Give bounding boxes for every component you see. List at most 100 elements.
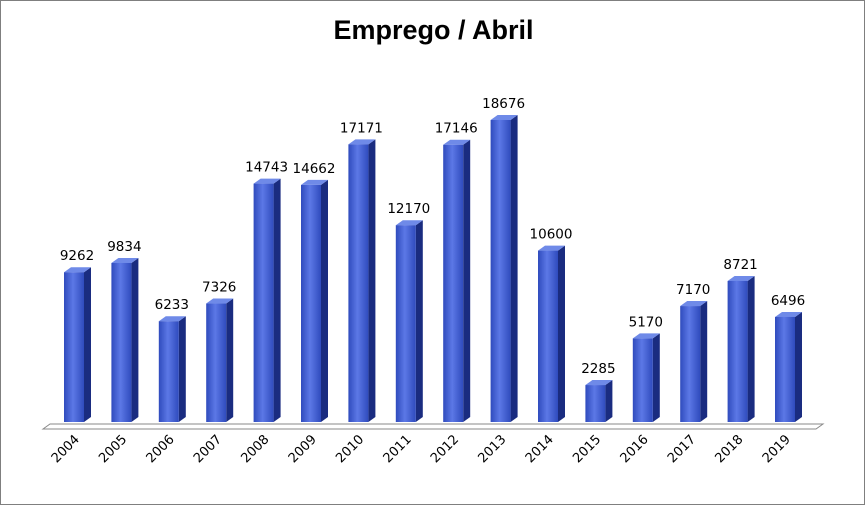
bar-2017	[680, 301, 708, 422]
bar-top	[348, 139, 376, 145]
bar-side	[321, 179, 328, 422]
bar-top	[395, 220, 423, 226]
bar-top	[538, 245, 565, 251]
bar-side	[463, 139, 471, 422]
bar-2011	[395, 220, 423, 422]
bar-2012	[443, 139, 471, 422]
x-tick-label: 2013	[475, 432, 509, 466]
bar-front	[775, 316, 795, 422]
bar-top	[775, 311, 802, 317]
x-tick-label: 2007	[191, 432, 225, 466]
bar-top	[680, 301, 708, 307]
data-label: 9834	[107, 239, 141, 255]
bar-front	[727, 280, 748, 422]
x-tick-label: 2004	[49, 432, 83, 466]
bar-front	[301, 184, 321, 422]
bar-front	[443, 144, 464, 422]
bar-2007	[206, 298, 234, 422]
bar-front	[490, 120, 511, 422]
x-tick-label: 2017	[665, 432, 699, 466]
bar-2018	[727, 275, 755, 422]
x-tick-label: 2011	[381, 432, 415, 466]
x-tick-label: 2015	[570, 432, 604, 466]
bar-2019	[775, 311, 802, 422]
bar-side	[131, 257, 139, 422]
bar-side	[747, 275, 755, 422]
data-label: 7170	[676, 282, 710, 298]
bar-top	[158, 316, 186, 322]
bar-side	[700, 301, 708, 422]
data-label: 14662	[293, 161, 336, 177]
x-tick-label: 2016	[618, 432, 652, 466]
bar-front	[585, 385, 606, 422]
data-label: 8721	[723, 257, 757, 273]
x-tick-label: 2012	[428, 432, 462, 466]
bar-top	[206, 298, 234, 304]
bar-2010	[348, 139, 376, 422]
bar-top	[490, 115, 518, 120]
bar-front	[538, 250, 558, 422]
bar-side	[84, 267, 91, 422]
data-label: 10600	[530, 227, 573, 243]
x-tick-label: 2018	[712, 432, 746, 466]
bar-side	[558, 245, 565, 422]
bar-side	[226, 298, 234, 422]
bar-front	[680, 306, 701, 422]
bar-2016	[632, 333, 660, 422]
bar-2013	[490, 115, 518, 422]
bar-top	[585, 380, 613, 386]
x-tick-label: 2014	[523, 432, 557, 466]
chart-title: Emprego / Abril	[333, 15, 534, 45]
bar-side	[273, 178, 281, 422]
data-label: 17171	[340, 120, 383, 136]
bar-2015	[585, 380, 613, 422]
bar-2008	[253, 178, 281, 422]
bar-2014	[538, 245, 565, 422]
data-label: 6233	[155, 297, 189, 313]
bar-top	[253, 178, 281, 184]
bar-front	[253, 183, 274, 422]
bar-top	[727, 275, 755, 281]
bar-top	[64, 267, 91, 273]
data-label: 18676	[482, 96, 525, 112]
bar-top	[443, 139, 471, 145]
bar-side	[510, 115, 518, 422]
bar-front	[158, 321, 179, 422]
bar-side	[795, 311, 802, 422]
x-tick-label: 2006	[144, 432, 178, 466]
bar-front	[348, 144, 369, 422]
bar-side	[368, 139, 376, 422]
data-label: 5170	[629, 314, 663, 330]
data-label: 6496	[771, 293, 805, 309]
bar-2009	[301, 179, 328, 422]
bar-side	[652, 333, 660, 422]
bar-2006	[158, 316, 186, 422]
chart-floor	[41, 423, 825, 430]
data-label: 7326	[202, 280, 236, 296]
bar-top	[632, 333, 660, 339]
bar-front	[632, 338, 653, 422]
x-tick-label: 2005	[96, 432, 130, 466]
bar-front	[111, 262, 132, 422]
bar-front	[395, 225, 416, 422]
data-label: 12170	[387, 201, 430, 217]
x-tick-label: 2010	[333, 432, 367, 466]
data-label: 17146	[435, 121, 478, 137]
bar-top	[301, 179, 328, 185]
x-tick-label: 2019	[760, 432, 794, 466]
bar-2004	[64, 267, 91, 422]
data-label: 2285	[581, 361, 615, 377]
bar-side	[178, 316, 186, 422]
x-tick-label: 2008	[238, 432, 272, 466]
bar-2005	[111, 257, 139, 422]
bar-front	[206, 303, 227, 422]
x-tick-label: 2009	[286, 432, 320, 466]
data-label: 14743	[245, 160, 288, 176]
bar-side	[605, 380, 613, 422]
bar-side	[415, 220, 423, 422]
data-label: 9262	[60, 248, 94, 264]
bar-top	[111, 257, 139, 263]
bar-front	[64, 272, 84, 422]
